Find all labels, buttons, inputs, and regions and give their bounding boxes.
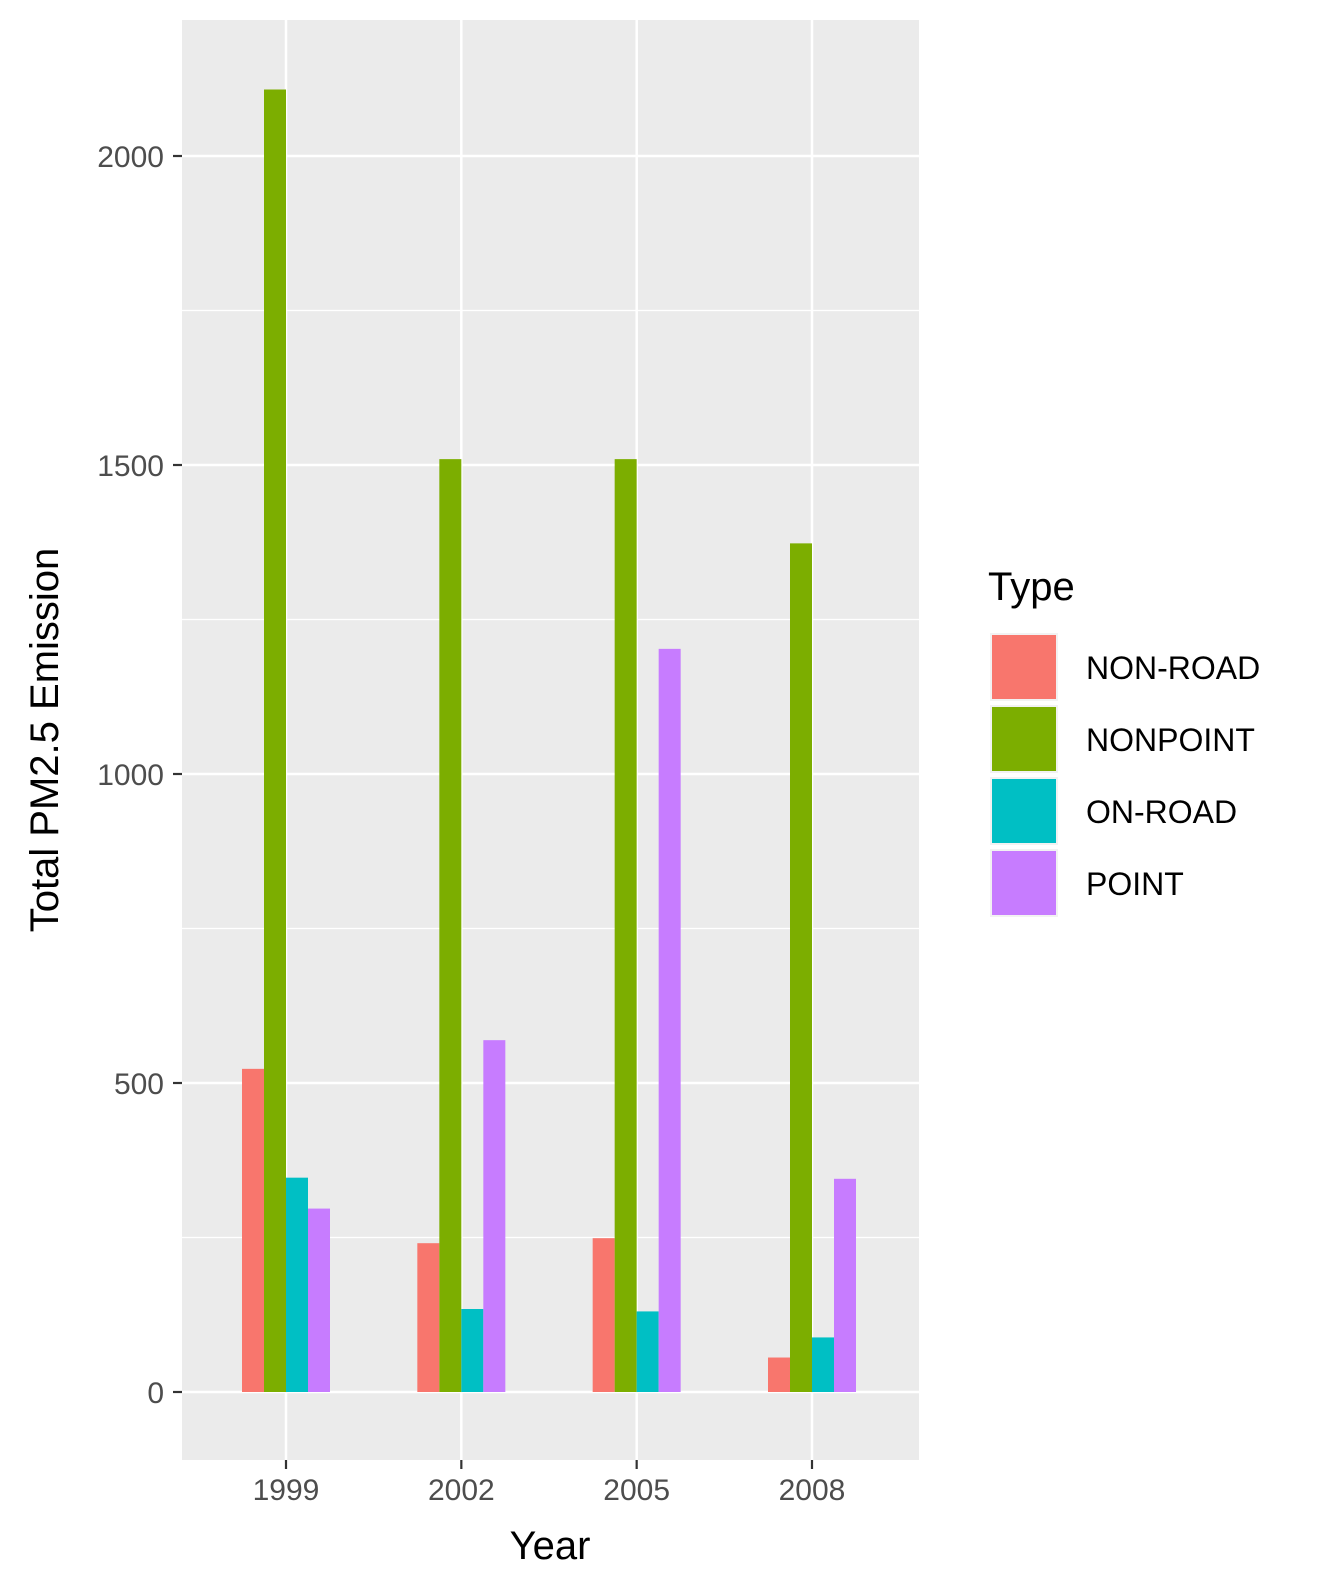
y-axis: 0 500 1000 1500 2000 (97, 141, 182, 1410)
bar-on-road-2002 (461, 1309, 484, 1392)
bar-on-road-1999 (286, 1177, 308, 1392)
bar-nonpoint-2005 (614, 459, 637, 1392)
bar-point-1999 (308, 1208, 330, 1392)
bar-point-2002 (483, 1040, 506, 1392)
bar-non-road-2005 (592, 1238, 615, 1392)
y-tick-label: 1000 (97, 759, 164, 792)
y-tick-label: 2000 (97, 141, 164, 174)
bar-non-road-1999 (242, 1068, 264, 1392)
bar-on-road-2008 (812, 1337, 834, 1392)
legend-swatch-non-road (992, 635, 1056, 699)
bar-on-road-2005 (636, 1311, 659, 1392)
x-tick-label: 1999 (253, 1474, 320, 1507)
bar-marks (242, 89, 856, 1393)
x-tick-label: 2002 (428, 1474, 495, 1507)
x-axis-title: Year (510, 1524, 591, 1568)
x-tick-label: 2005 (603, 1474, 670, 1507)
bar-non-road-2008 (768, 1357, 790, 1392)
legend-label-point: POINT (1086, 866, 1184, 902)
y-tick-label: 0 (147, 1377, 164, 1410)
x-tick-label: 2008 (779, 1474, 846, 1507)
bar-point-2005 (658, 648, 681, 1392)
legend-swatch-on-road (992, 779, 1056, 843)
x-axis: 1999 2002 2005 2008 (253, 1460, 846, 1507)
bar-nonpoint-2008 (790, 543, 812, 1392)
legend: Type NON-ROAD NONPOINT ON-ROAD POINT (988, 565, 1260, 917)
legend-label-on-road: ON-ROAD (1086, 794, 1237, 830)
bar-nonpoint-1999 (264, 89, 286, 1393)
legend-label-non-road: NON-ROAD (1086, 650, 1260, 686)
legend-title: Type (988, 565, 1075, 609)
legend-label-nonpoint: NONPOINT (1086, 722, 1255, 758)
y-tick-label: 500 (114, 1068, 164, 1101)
bar-point-2008 (834, 1178, 856, 1392)
bar-nonpoint-2002 (439, 459, 462, 1392)
y-axis-title: Total PM2.5 Emission (23, 548, 67, 933)
legend-swatch-point (992, 851, 1056, 915)
bar-non-road-2002 (417, 1243, 440, 1392)
y-tick-label: 1500 (97, 450, 164, 483)
legend-swatch-nonpoint (992, 707, 1056, 771)
